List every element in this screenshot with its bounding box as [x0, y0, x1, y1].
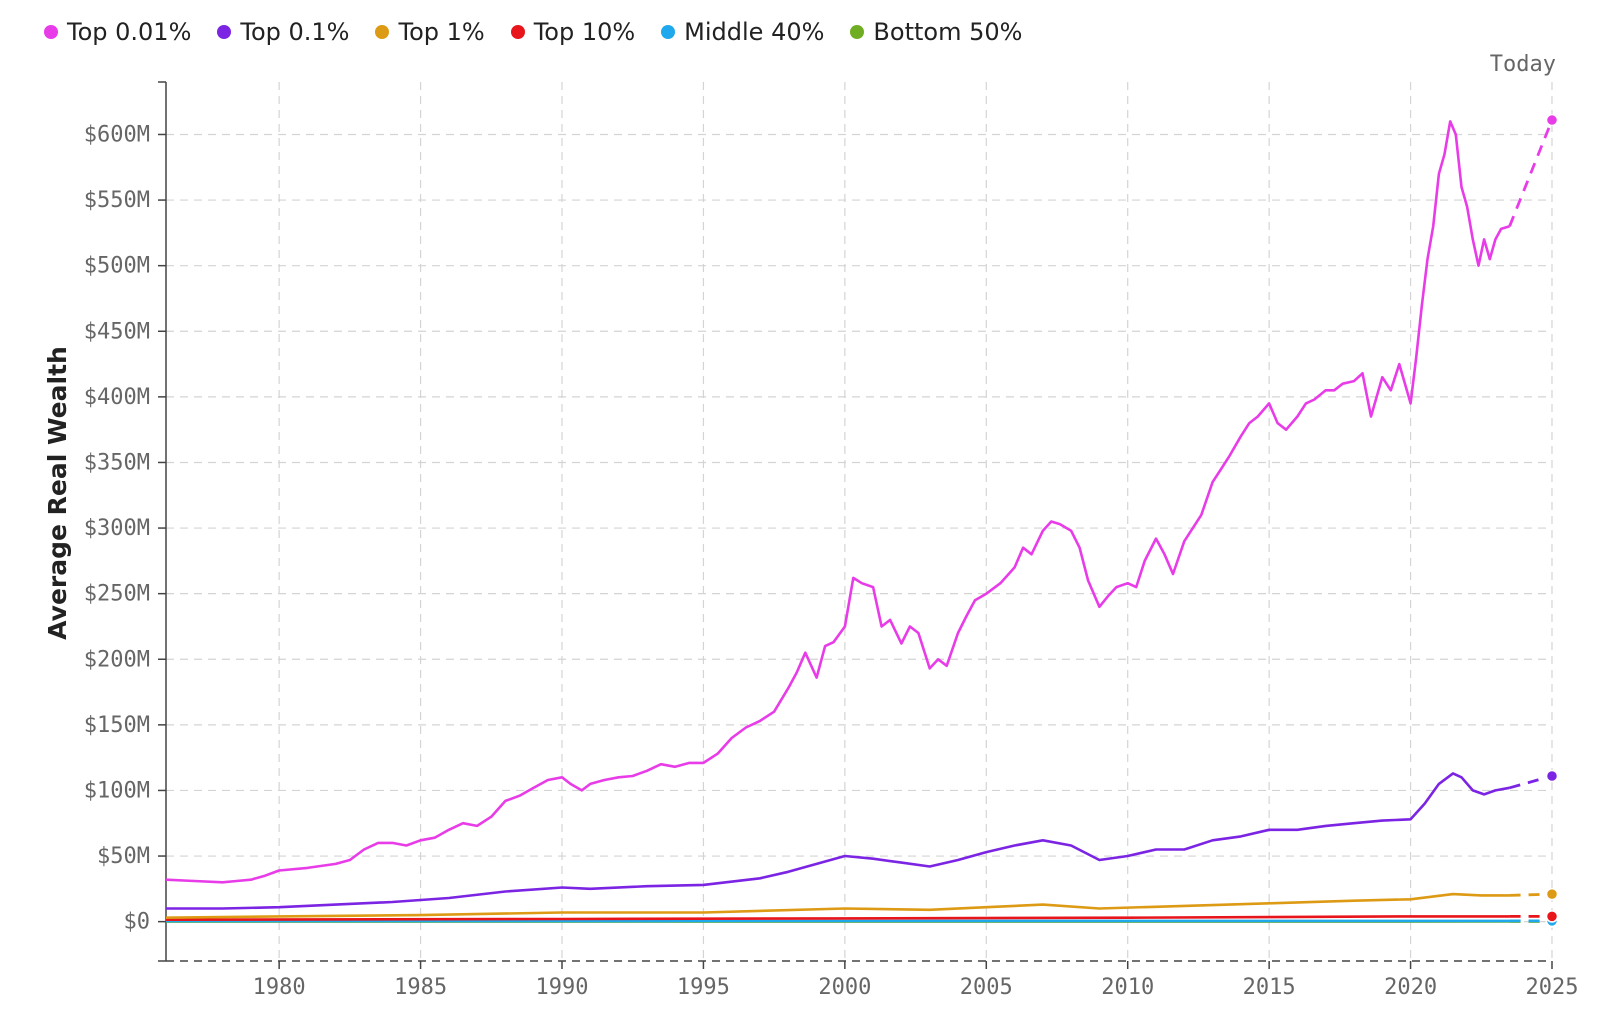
projection-lines: [1508, 119, 1554, 923]
legend-dot-icon: [375, 25, 390, 39]
today-marker[interactable]: [1545, 769, 1559, 783]
y-tick-label: $500M: [84, 254, 150, 279]
legend-item-top-10[interactable]: Top 10%: [510, 18, 636, 46]
today-markers: [1545, 113, 1559, 928]
y-axis-label: Average Real Wealth: [43, 346, 72, 640]
legend-label: Top 0.1%: [240, 18, 350, 46]
series-line: [165, 892, 1510, 919]
y-axis-ticks: $0 $50M $100M $150M $200M $250M $300M $350M $400…: [84, 81, 166, 962]
today-marker[interactable]: [1545, 910, 1559, 923]
legend-dot-icon: [661, 25, 676, 39]
legend-item-top-0-1[interactable]: Top 0.1%: [217, 18, 349, 46]
legend-label: Middle 40%: [684, 18, 825, 46]
legend-dot-icon: [217, 25, 232, 39]
x-tick-label: 2025: [1526, 975, 1579, 1000]
legend-label: Top 1%: [398, 18, 485, 46]
legend-item-middle-40[interactable]: Middle 40%: [661, 18, 824, 46]
legend-item-top-1[interactable]: Top 1%: [375, 18, 485, 46]
legend: Top 0.01% Top 0.1% Top 1% Top 10% Middle…: [44, 12, 1048, 52]
series-line: [165, 120, 1510, 884]
x-tick-label: 2020: [1384, 975, 1437, 1000]
legend-dot-icon: [44, 25, 58, 39]
legend-label: Bottom 50%: [873, 18, 1023, 46]
x-tick-label: 1985: [394, 975, 447, 1000]
y-tick-label: $550M: [84, 188, 150, 213]
legend-dot-icon: [850, 25, 865, 39]
series-line: [165, 915, 1510, 921]
legend-label: Top 0.01%: [67, 18, 192, 46]
y-tick-label: $200M: [84, 647, 150, 672]
projection-line: [1508, 119, 1554, 227]
y-tick-label: $0: [124, 910, 151, 935]
y-tick-label: $300M: [84, 516, 150, 541]
projection-line: [1509, 774, 1553, 790]
x-tick-label: 1980: [253, 975, 306, 1000]
today-label: Today: [1490, 52, 1556, 77]
x-tick-label: 2015: [1243, 975, 1296, 1000]
x-tick-label: 2000: [818, 975, 871, 1000]
y-tick-label: $150M: [84, 713, 150, 738]
x-axis-ticks: 1980 1985 1990 1995 2000 2005 2010 2015 2020 2025: [253, 961, 1579, 1000]
today-marker[interactable]: [1545, 887, 1559, 901]
legend-item-bottom-50[interactable]: Bottom 50%: [850, 18, 1022, 46]
x-tick-label: 2010: [1101, 975, 1154, 1000]
today-marker[interactable]: [1545, 113, 1559, 127]
y-tick-label: $100M: [84, 778, 150, 803]
y-tick-label: $350M: [84, 450, 150, 475]
series-line: [166, 772, 1510, 910]
legend-label: Top 10%: [533, 18, 636, 46]
projection-line: [1509, 892, 1553, 897]
x-tick-label: 2005: [960, 975, 1013, 1000]
x-tick-label: 1990: [536, 975, 589, 1000]
legend-item-top-0-01[interactable]: Top 0.01%: [44, 18, 191, 46]
series-lines: [165, 120, 1510, 923]
y-tick-label: $600M: [84, 122, 150, 147]
y-tick-label: $250M: [84, 582, 150, 607]
x-tick-label: 1995: [677, 975, 730, 1000]
axes: [165, 82, 1552, 962]
y-tick-label: $400M: [84, 385, 150, 410]
grid: [166, 82, 1553, 961]
y-tick-label: $450M: [84, 319, 150, 344]
legend-dot-icon: [510, 25, 525, 39]
y-tick-label: $50M: [97, 844, 150, 869]
